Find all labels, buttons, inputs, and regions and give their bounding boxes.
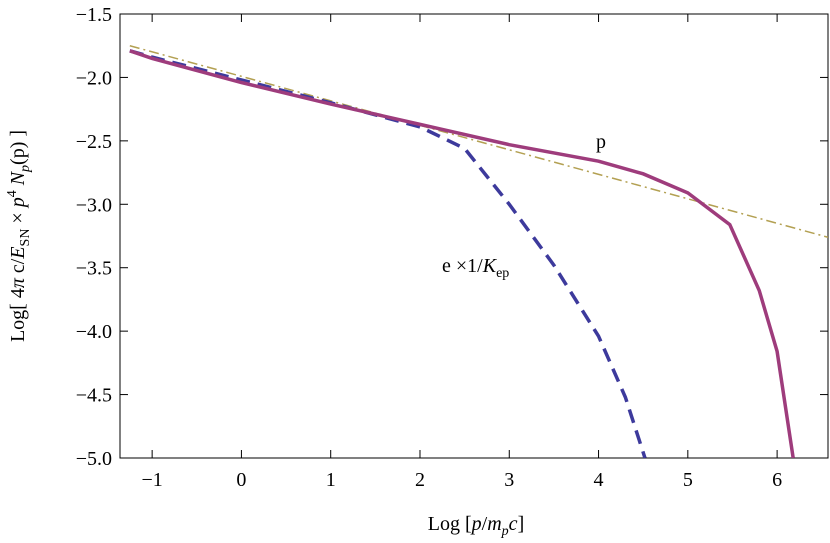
plot-frame — [119, 13, 829, 459]
y-tick-label: −2.0 — [76, 67, 112, 89]
series-line — [129, 49, 795, 458]
y-tick-label: −4.0 — [76, 321, 112, 343]
x-tick-label: 4 — [594, 469, 604, 491]
y-tick-label: −4.5 — [76, 385, 112, 407]
y-tick-label: −3.5 — [76, 258, 112, 280]
y-tick-label: −1.5 — [76, 4, 112, 26]
y-axis-label: Log[ 4π c/ESN × p4 Np(p) ] — [5, 130, 33, 342]
x-axis-label: Log [p/mpc] — [428, 513, 524, 539]
y-tick-label: −5.0 — [76, 448, 112, 470]
x-tick-label: −1 — [142, 469, 163, 491]
x-tick-label: 5 — [683, 469, 693, 491]
x-tick-label: 1 — [326, 469, 336, 491]
annotation: p — [596, 131, 606, 153]
x-tick-label: 6 — [772, 469, 782, 491]
y-tick-label: −2.5 — [76, 131, 112, 153]
series-line — [129, 44, 828, 238]
series-line — [129, 49, 647, 458]
y-tick-label: −3.0 — [76, 194, 112, 216]
x-tick-label: 0 — [236, 469, 246, 491]
annotation: e ×1/Kep — [442, 255, 509, 281]
x-tick-label: 2 — [415, 469, 425, 491]
x-tick-label: 3 — [504, 469, 514, 491]
